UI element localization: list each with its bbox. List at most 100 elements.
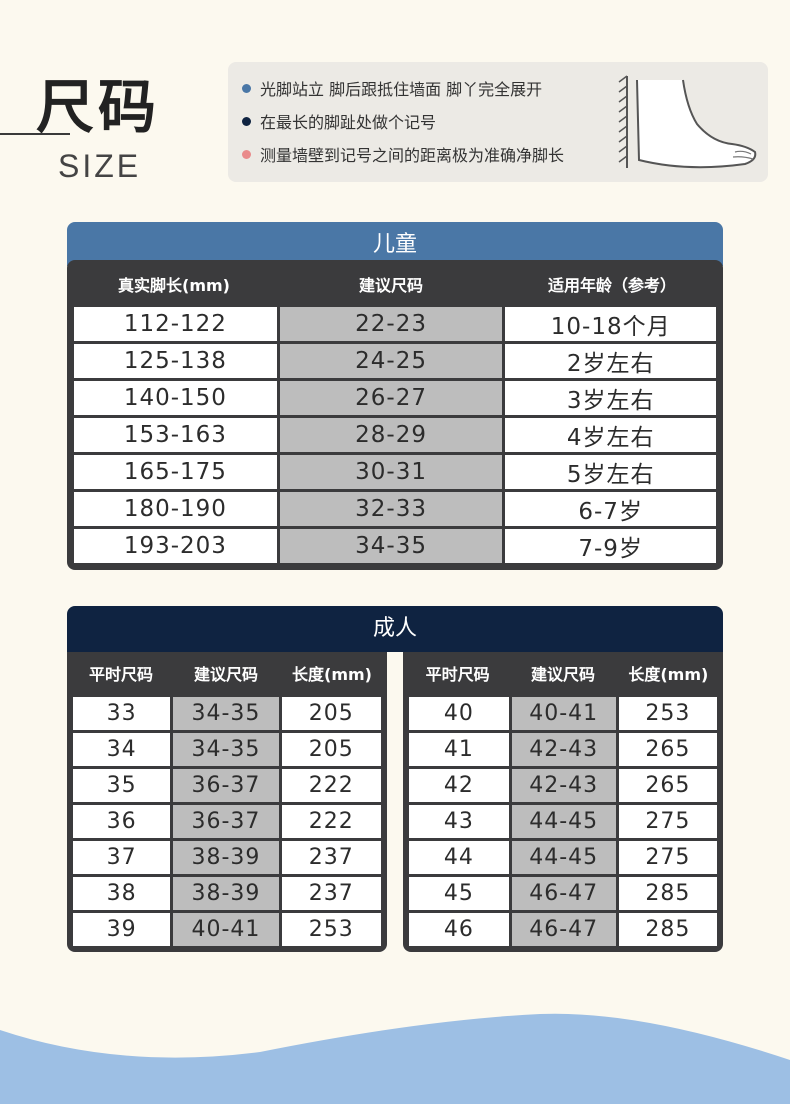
table-cell: 38: [73, 877, 171, 910]
column-header: 平时尺码: [88, 665, 153, 684]
table-cell: 180-190: [74, 492, 277, 526]
table-cell: 37: [73, 841, 171, 874]
table-cell: 44-45: [511, 841, 616, 874]
table-cell: 237: [281, 877, 381, 910]
adult-table-body: 平时尺码 建议尺码 长度(mm) 33 34-35 205 34 34-35 205 35 3…: [67, 652, 723, 952]
adult-table-right: 平时尺码 建议尺码 长度(mm) 40 40-41 253 41 42-43 265 42 4…: [403, 652, 723, 952]
table-cell: 205: [281, 697, 381, 730]
table-cell: 34-35: [279, 529, 503, 563]
table-cell: 39: [73, 913, 171, 946]
table-cell: 40-41: [173, 913, 279, 946]
table-row: 35 36-37 222: [73, 769, 381, 802]
table-cell: 4岁左右: [505, 418, 716, 452]
table-cell: 33: [73, 697, 171, 730]
table-cell: 3岁左右: [505, 381, 716, 415]
column-header: 长度(mm): [628, 665, 709, 684]
table-cell: 205: [281, 733, 381, 766]
table-cell: 165-175: [74, 455, 277, 489]
table-cell: 285: [618, 913, 717, 946]
kids-table-title: 儿童: [67, 222, 723, 266]
table-row: 165-175 30-31 5岁左右: [74, 455, 716, 489]
kids-size-table: 儿童 真实脚长(mm) 建议尺码 适用年龄（参考） 112-122 22-23 10…: [67, 222, 723, 570]
table-cell: 46: [409, 913, 509, 946]
table-cell: 222: [281, 805, 381, 838]
table-cell: 5岁左右: [505, 455, 716, 489]
table-cell: 153-163: [74, 418, 277, 452]
table-row: 39 40-41 253: [73, 913, 381, 946]
table-row: 125-138 24-25 2岁左右: [74, 344, 716, 378]
table-cell: 112-122: [74, 307, 277, 341]
table-cell: 30-31: [279, 455, 503, 489]
table-cell: 41: [409, 733, 509, 766]
instruction-text: 光脚站立 脚后跟抵住墙面 脚丫完全展开: [260, 80, 543, 99]
table-cell: 36-37: [173, 769, 279, 802]
table-cell: 36: [73, 805, 171, 838]
instruction-text: 在最长的脚趾处做个记号: [260, 113, 437, 132]
table-cell: 32-33: [279, 492, 503, 526]
table-row: 44 44-45 275: [409, 841, 717, 874]
table-cell: 253: [618, 697, 717, 730]
table-row: 36 36-37 222: [73, 805, 381, 838]
table-row: 43 44-45 275: [409, 805, 717, 838]
table-cell: 7-9岁: [505, 529, 716, 563]
table-cell: 193-203: [74, 529, 277, 563]
page-subtitle: SIZE: [58, 148, 142, 184]
bullet-icon: [242, 116, 251, 126]
measure-instructions: 光脚站立 脚后跟抵住墙面 脚丫完全展开 在最长的脚趾处做个记号 测量墙壁到记号之…: [228, 62, 768, 182]
kids-rows: 112-122 22-23 10-18个月 125-138 24-25 2岁左右 140-1…: [71, 304, 719, 566]
table-cell: 275: [618, 805, 717, 838]
table-cell: 35: [73, 769, 171, 802]
table-cell: 44-45: [511, 805, 616, 838]
table-cell: 42: [409, 769, 509, 802]
table-cell: 265: [618, 769, 717, 802]
table-cell: 285: [618, 877, 717, 910]
table-cell: 125-138: [74, 344, 277, 378]
table-cell: 34: [73, 733, 171, 766]
table-cell: 46-47: [511, 913, 616, 946]
table-cell: 140-150: [74, 381, 277, 415]
table-row: 193-203 34-35 7-9岁: [74, 529, 716, 563]
table-cell: 26-27: [279, 381, 503, 415]
table-cell: 24-25: [279, 344, 503, 378]
table-cell: 38-39: [173, 877, 279, 910]
adult-size-table: 成人 平时尺码 建议尺码 长度(mm) 33 34-35 205 34 34-35 205…: [67, 606, 723, 952]
table-cell: 237: [281, 841, 381, 874]
table-row: 34 34-35 205: [73, 733, 381, 766]
adult-rows-right: 40 40-41 253 41 42-43 265 42 42-43 265 43 44-45 275…: [406, 694, 720, 949]
bullet-icon: [242, 149, 251, 159]
table-cell: 46-47: [511, 877, 616, 910]
adult-column-headers: 平时尺码 建议尺码 长度(mm): [70, 652, 384, 694]
table-cell: 22-23: [279, 307, 503, 341]
table-cell: 42-43: [511, 769, 616, 802]
table-row: 45 46-47 285: [409, 877, 717, 910]
table-row: 42 42-43 265: [409, 769, 717, 802]
table-row: 38 38-39 237: [73, 877, 381, 910]
page-title: 尺码: [36, 73, 161, 141]
table-cell: 45: [409, 877, 509, 910]
table-row: 112-122 22-23 10-18个月: [74, 307, 716, 341]
table-cell: 40: [409, 697, 509, 730]
table-cell: 2岁左右: [505, 344, 716, 378]
instruction-item: 光脚站立 脚后跟抵住墙面 脚丫完全展开: [242, 76, 542, 100]
foot-measure-icon: [618, 75, 757, 169]
kids-column-headers: 真实脚长(mm) 建议尺码 适用年龄（参考）: [71, 264, 719, 304]
table-row: 46 46-47 285: [409, 913, 717, 946]
table-cell: 40-41: [511, 697, 616, 730]
adult-table-title: 成人: [67, 606, 723, 652]
kids-table-body: 真实脚长(mm) 建议尺码 适用年龄（参考） 112-122 22-23 10-18…: [67, 260, 723, 570]
table-cell: 253: [281, 913, 381, 946]
table-cell: 36-37: [173, 805, 279, 838]
table-row: 41 42-43 265: [409, 733, 717, 766]
table-row: 180-190 32-33 6-7岁: [74, 492, 716, 526]
title-divider: [0, 133, 70, 135]
column-header: 建议尺码: [358, 276, 423, 295]
table-cell: 6-7岁: [505, 492, 716, 526]
column-header: 建议尺码: [530, 665, 595, 684]
table-cell: 275: [618, 841, 717, 874]
table-cell: 222: [281, 769, 381, 802]
column-header: 建议尺码: [193, 665, 258, 684]
adult-table-left: 平时尺码 建议尺码 长度(mm) 33 34-35 205 34 34-35 205 35 3…: [67, 652, 387, 952]
column-header: 适用年龄（参考）: [547, 276, 676, 295]
table-cell: 34-35: [173, 697, 279, 730]
table-cell: 10-18个月: [505, 307, 716, 341]
